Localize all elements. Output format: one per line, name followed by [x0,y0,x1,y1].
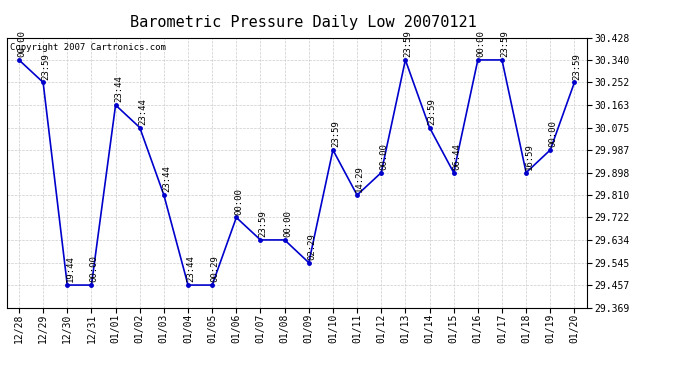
Text: 23:44: 23:44 [162,165,171,192]
Text: 23:59: 23:59 [41,53,50,80]
Text: Barometric Pressure Daily Low 20070121: Barometric Pressure Daily Low 20070121 [130,15,477,30]
Text: 23:44: 23:44 [186,255,195,282]
Text: 00:00: 00:00 [90,255,99,282]
Text: 00:00: 00:00 [476,30,485,57]
Text: 06:44: 06:44 [452,143,461,170]
Text: Copyright 2007 Cartronics.com: Copyright 2007 Cartronics.com [10,43,166,52]
Text: 00:29: 00:29 [210,255,219,282]
Text: 16:59: 16:59 [524,143,533,170]
Text: 00:00: 00:00 [235,188,244,215]
Text: 14:29: 14:29 [355,165,364,192]
Text: 00:00: 00:00 [17,30,26,57]
Text: 19:44: 19:44 [66,255,75,282]
Text: 23:44: 23:44 [114,75,123,102]
Text: 23:59: 23:59 [573,53,582,80]
Text: 00:00: 00:00 [549,120,558,147]
Text: 23:59: 23:59 [428,98,437,125]
Text: 23:59: 23:59 [500,30,509,57]
Text: 02:29: 02:29 [307,233,316,260]
Text: 00:00: 00:00 [380,143,388,170]
Text: 23:59: 23:59 [404,30,413,57]
Text: 00:00: 00:00 [283,210,292,237]
Text: 23:44: 23:44 [138,98,147,125]
Text: 23:59: 23:59 [259,210,268,237]
Text: 23:59: 23:59 [331,120,340,147]
